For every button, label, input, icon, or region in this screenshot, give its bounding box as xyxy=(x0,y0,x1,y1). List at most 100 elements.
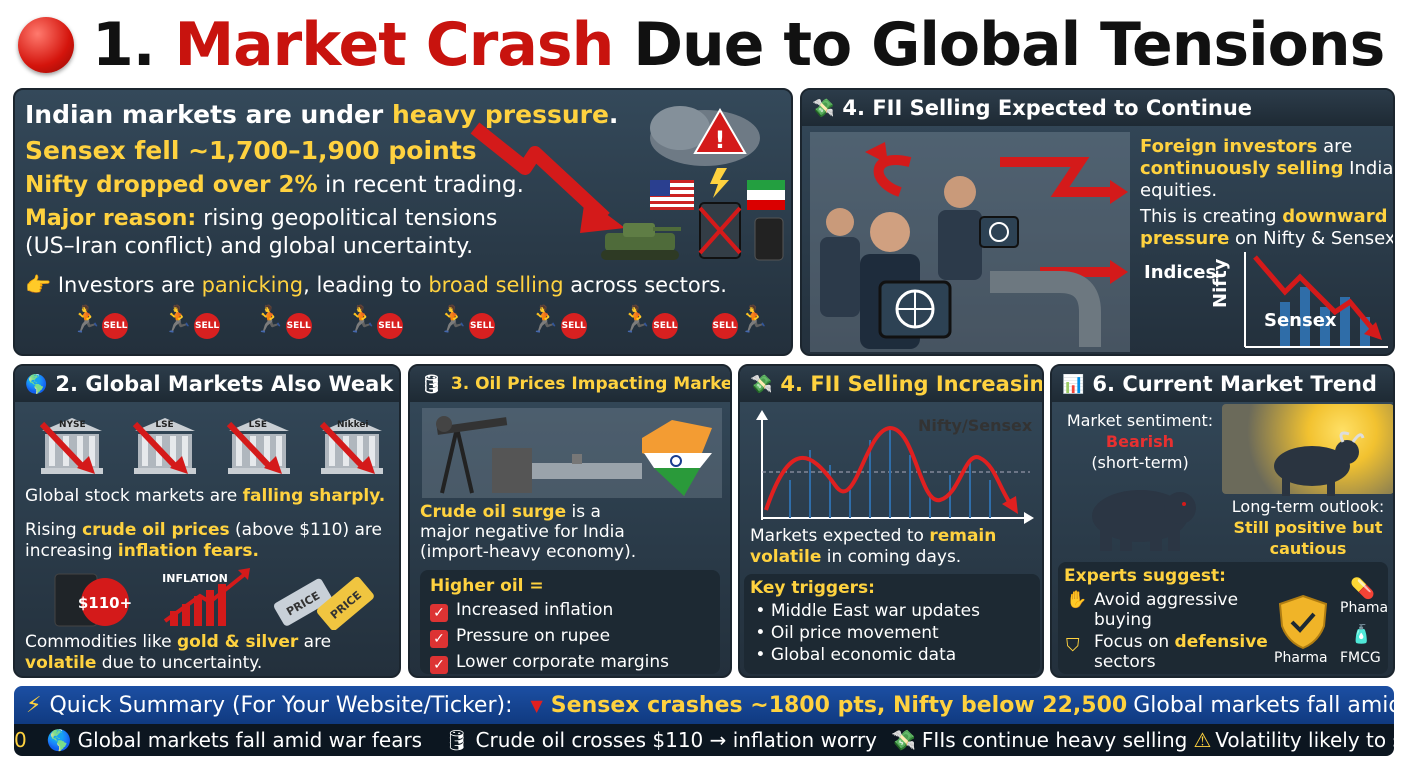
crash-illustration: ! xyxy=(470,106,785,261)
runner-icon: 🏃 xyxy=(619,305,653,335)
nifty-sensex-label: Nifty/Sensex xyxy=(918,416,1033,435)
runner-icon: 🏃 xyxy=(344,305,378,335)
investors-illustration xyxy=(810,132,1130,352)
ticker-item: FIIs continue heavy selling xyxy=(921,728,1188,752)
globe-icon: 🌎 xyxy=(46,728,72,752)
main-line-5: (US–Iran conflict) and global uncertaint… xyxy=(25,234,474,259)
sell-badge: SELL xyxy=(285,313,312,339)
inflation-label: INFLATION xyxy=(162,572,228,585)
runner-icon: 🏃 xyxy=(737,305,770,335)
higher-oil-title: Higher oil = xyxy=(430,576,544,596)
global-line-2: Rising crude oil prices (above $110) are… xyxy=(25,520,383,561)
red-circle-icon xyxy=(18,17,74,73)
hand-coin-icon: ✋ xyxy=(1066,590,1088,610)
ticker-item: Global markets fall amid war fears xyxy=(77,728,423,752)
list-item: ✓ Increased inflation xyxy=(430,600,710,622)
ticker-item: Volatility likely to stay high xyxy=(1215,728,1394,752)
experts-title: Experts suggest: xyxy=(1064,566,1226,586)
pointing-hand-icon: 👉 xyxy=(25,273,52,297)
sell-badge: SELL xyxy=(102,313,129,339)
lightning-icon: ⚡ xyxy=(26,692,42,718)
global-line-4: Commodities like gold & silver are volat… xyxy=(25,632,332,673)
ticker-summary-bar: ⚡ Quick Summary (For Your Website/Ticker… xyxy=(14,686,1394,724)
runner-icon: 🏃 xyxy=(528,305,561,335)
runner-icon: 🏃 xyxy=(70,305,103,335)
list-item: ✓ Pressure on rupee xyxy=(430,626,710,648)
indices-label: Indices xyxy=(1144,262,1217,283)
sensex-label: Sensex xyxy=(1264,310,1337,331)
fii-expected-header: 💸 4. FII Selling Expected to Continue xyxy=(802,90,1393,126)
ticker-scroll-bar: 0 🌎 Global markets fall amid war fears 🛢 C… xyxy=(14,724,1394,756)
nifty-axis-label: Nifty xyxy=(1210,258,1231,308)
key-triggers-box: Key triggers: • Middle East war updates … xyxy=(744,574,1040,674)
expert-tip-2: ⛉ Focus on defensive sectors xyxy=(1066,632,1268,672)
indices-chart xyxy=(1244,252,1388,348)
exchange-building-icon: NYSE xyxy=(37,416,107,478)
global-line-1: Global stock markets are falling sharply… xyxy=(25,486,386,506)
chart-icon: 📊 xyxy=(1062,373,1085,395)
title-red: Market Crash xyxy=(174,10,614,80)
fii-top-text: Foreign investors are continuously selli… xyxy=(1140,136,1395,249)
sell-badge: SELL xyxy=(652,313,679,339)
checkbox-icon: ✓ xyxy=(430,656,448,674)
ticker-lead: 0 xyxy=(14,728,27,752)
key-triggers-title: Key triggers: xyxy=(750,578,875,598)
page-title: 1. Market Crash Due to Global Tensions xyxy=(18,6,1390,84)
oil-pipeline-illustration xyxy=(422,408,722,498)
oil-inflation-price-illustration: $110+ INFLATION PRICE PRICE xyxy=(54,568,374,630)
title-number: 1. xyxy=(92,10,156,80)
main-line-4: Major reason: rising geopolitical tensio… xyxy=(25,206,498,231)
svg-text:!: ! xyxy=(715,126,726,154)
volatility-chart xyxy=(756,410,1034,524)
list-item: • Oil price movement xyxy=(750,623,939,643)
money-icon: 💸 xyxy=(812,97,835,119)
sell-badge: SELL xyxy=(469,313,495,339)
bull-icon xyxy=(1274,431,1365,496)
current-trend-panel: 📊 6. Current Market Trend Market sentimen… xyxy=(1050,364,1395,678)
ticker-item: Crude oil crosses $110 → inflation worry xyxy=(475,728,878,752)
oil-barrel-icon: 🛢 xyxy=(444,728,470,752)
runner-icon: 🏃 xyxy=(253,305,286,335)
money-icon: 💸 xyxy=(750,373,773,395)
fmcg-label: FMCG xyxy=(1340,650,1381,666)
bear-icon xyxy=(1092,490,1196,551)
list-item: ✓ Lower corporate margins xyxy=(430,652,710,674)
main-line-6: 👉 Investors are panicking, leading to br… xyxy=(25,273,727,297)
oil-prices-panel: 🛢 3. Oil Prices Impacting Markets Crude o… xyxy=(408,364,732,678)
down-triangle-icon: ▼ xyxy=(530,695,543,715)
higher-oil-box: Higher oil = ✓ Increased inflation ✓ Press… xyxy=(420,570,720,674)
current-trend-header: 📊 6. Current Market Trend xyxy=(1052,366,1393,402)
globe-icon: 🌎 xyxy=(25,373,48,395)
fii-increasing-panel: 💸 4. FII Selling Increasing Nifty/Sensex … xyxy=(738,364,1044,678)
fmcg-icon: 🧴 xyxy=(1350,624,1373,645)
oil-price-tag: $110+ xyxy=(78,594,132,612)
expert-tip-1: ✋ Avoid aggressive buying xyxy=(1066,590,1239,630)
runner-icon: 🏃 xyxy=(161,305,195,335)
global-markets-panel: 🌎 2. Global Markets Also Weak NYSE LSE LS… xyxy=(13,364,401,678)
sell-badge: SELL xyxy=(194,313,221,339)
fii-increasing-header: 💸 4. FII Selling Increasing xyxy=(740,366,1042,402)
shield-check-icon: ⛉ xyxy=(1066,635,1080,656)
pharma-shield-icon xyxy=(1278,594,1328,650)
ticker-item: Global markets fall amid war fears xyxy=(1133,692,1394,718)
money-icon: 💸 xyxy=(891,728,916,752)
sentiment-block: Market sentiment: Bearish (short-term) xyxy=(1066,411,1214,472)
oil-prices-header: 🛢 3. Oil Prices Impacting Markets xyxy=(410,366,730,402)
sell-badge: SELL xyxy=(377,313,404,339)
sell-badge: SELL xyxy=(560,313,587,339)
fii-inc-text: Markets expected to remain volatile in c… xyxy=(750,526,997,567)
sell-badge: SELL xyxy=(711,313,738,339)
outlook-block: Long-term outlook: Still positive but ca… xyxy=(1231,497,1385,558)
main-line-1: Indian markets are under heavy pressure. xyxy=(25,100,619,129)
main-line-3: Nifty dropped over 2% in recent trading. xyxy=(25,172,524,198)
ticker-label: Quick Summary (For Your Website/Ticker): xyxy=(49,692,513,718)
fii-expected-panel: 💸 4. FII Selling Expected to Continue For… xyxy=(800,88,1395,356)
exchange-building-icon: LSE xyxy=(224,416,294,478)
oil-text: Crude oil surge is a major negative for … xyxy=(420,502,637,562)
pharma-label: Pharma xyxy=(1274,650,1328,666)
warning-icon: ⚠ xyxy=(1193,728,1212,752)
main-line-2: Sensex fell ~1,700–1,900 points xyxy=(25,136,477,165)
list-item: • Global economic data xyxy=(750,645,957,665)
exchange-building-icon: Nikkei xyxy=(317,416,387,478)
list-item: • Middle East war updates xyxy=(750,601,980,621)
